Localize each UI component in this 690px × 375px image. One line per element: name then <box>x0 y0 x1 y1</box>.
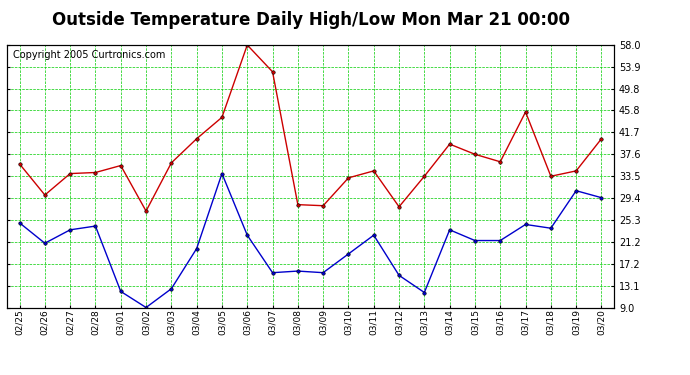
Text: Copyright 2005 Curtronics.com: Copyright 2005 Curtronics.com <box>13 50 166 60</box>
Text: Outside Temperature Daily High/Low Mon Mar 21 00:00: Outside Temperature Daily High/Low Mon M… <box>52 11 569 29</box>
